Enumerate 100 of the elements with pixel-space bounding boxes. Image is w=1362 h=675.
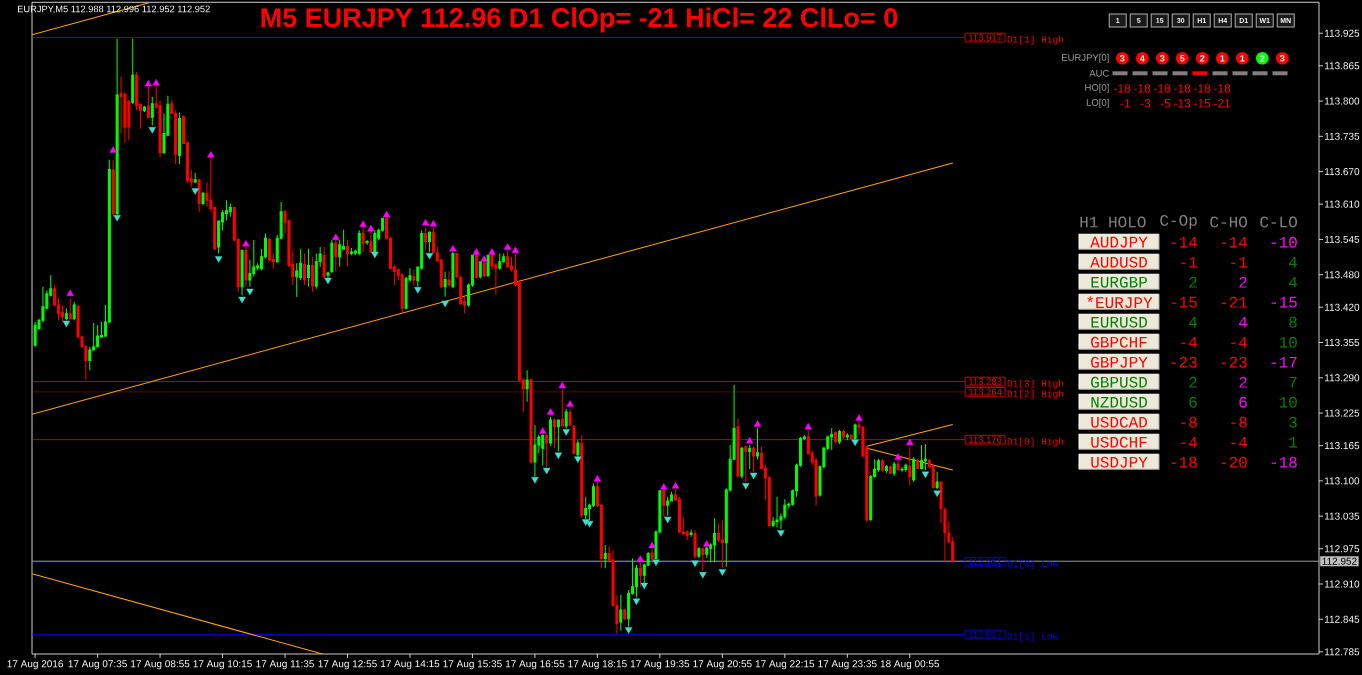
y-tick-label: 113.670	[1324, 168, 1360, 176]
data-label: -23	[1171, 356, 1197, 368]
category-label: NZDUSD	[1091, 396, 1147, 408]
data-label: 1	[1289, 436, 1298, 448]
y-tick-label: 113.480	[1324, 271, 1360, 279]
data-label: 2	[1260, 55, 1265, 62]
data-label: -4	[1231, 336, 1247, 348]
data-label: 8	[1289, 316, 1297, 328]
annotation: 112.817	[969, 631, 1002, 638]
data-label: -18	[1134, 84, 1151, 93]
x-tick-label: 17 Aug 20:55	[693, 660, 752, 670]
data-label: 2	[1239, 376, 1247, 388]
ref-line-label: D1[1] Low	[1007, 632, 1059, 642]
x-tick-label: 17 Aug 2016	[7, 660, 64, 670]
data-label: -4	[1231, 436, 1247, 448]
data-label: -18	[1114, 84, 1131, 93]
y-tick-label: 113.290	[1324, 374, 1360, 382]
y-tick-label: 112.975	[1324, 545, 1360, 553]
ref-line-label: D1[0] High	[1007, 437, 1064, 447]
data-label: 6	[1239, 396, 1247, 408]
category-label: USDJPY	[1091, 456, 1148, 468]
data-label: -8	[1181, 416, 1197, 428]
y-tick-label: 113.355	[1324, 338, 1360, 347]
data-label: -18	[1194, 84, 1211, 93]
y-tick-label: 112.785	[1324, 648, 1360, 656]
annotation: 113.917	[969, 34, 1002, 41]
category-label: *EURJPY	[1087, 296, 1153, 309]
data-label: -15	[1171, 296, 1197, 308]
data-label: 3	[1280, 55, 1285, 62]
category-label: USDCAD	[1091, 416, 1147, 428]
x-tick-label: 18 Aug 00:55	[880, 660, 940, 670]
data-label: -17	[1271, 356, 1297, 368]
annotation: 112.951	[969, 558, 1002, 566]
ref-line-label: D1[0] Low	[1007, 559, 1059, 569]
y-tick-label: 113.800	[1324, 97, 1360, 105]
y-tick-label: 113.100	[1324, 477, 1360, 485]
data-label: -15	[1194, 99, 1211, 108]
category-label: GBPJPY	[1091, 356, 1148, 368]
ref-line-label: D1[2] High	[1007, 389, 1064, 399]
category-label: EURGBP	[1091, 276, 1147, 288]
data-label: -8	[1231, 416, 1247, 428]
data-label: 10	[1279, 396, 1297, 408]
data-label: -18	[1214, 84, 1231, 93]
series-label: EURJPY[0]	[1062, 53, 1109, 63]
category-label: USDCHF	[1091, 436, 1147, 448]
annotation: 113.264	[969, 388, 1002, 396]
data-label: 2	[1200, 55, 1205, 62]
y-tick-label: 113.225	[1324, 409, 1360, 417]
ref-line-label: D1[3] High	[1007, 379, 1064, 389]
data-label: -14	[1171, 236, 1197, 248]
data-label: -4	[1181, 436, 1197, 448]
ref-line-label: D1[1] High	[1007, 35, 1064, 45]
data-label: -10	[1271, 236, 1297, 248]
text: C-Op	[1160, 214, 1197, 230]
x-tick-label: 17 Aug 23:35	[818, 660, 877, 670]
data-label: 3	[1160, 55, 1165, 62]
x-tick-label: 17 Aug 22:15	[755, 660, 815, 670]
category-label: GBPCHF	[1091, 336, 1147, 348]
x-tick-label: 17 Aug 18:15	[568, 660, 627, 670]
y-tick-label: 113.865	[1324, 62, 1360, 70]
data-label: 4	[1239, 316, 1247, 328]
data-label: 4	[1289, 256, 1297, 268]
x-tick-label: 17 Aug 07:35	[68, 660, 127, 670]
data-label: -1	[1231, 256, 1248, 268]
data-label: -23	[1221, 356, 1247, 368]
text: C-HO	[1210, 216, 1248, 228]
text: H1 HOLO	[1080, 216, 1146, 228]
text: LO[0]	[1086, 98, 1109, 108]
category-label: AUDUSD	[1090, 256, 1147, 268]
data-label: 7	[1289, 376, 1297, 388]
y-tick-label: 113.420	[1324, 303, 1360, 311]
y-tick-label: 113.165	[1324, 442, 1360, 450]
data-label: -5	[1160, 99, 1171, 108]
x-tick-label: 17 Aug 19:35	[630, 660, 690, 670]
data-label: -18	[1171, 456, 1197, 468]
data-label: 4	[1189, 316, 1197, 328]
category-label: GBPUSD	[1091, 376, 1147, 388]
y-tick-label: 113.035	[1324, 512, 1360, 520]
data-label: 10	[1279, 336, 1297, 348]
y-tick-label: 113.925	[1324, 29, 1360, 37]
x-tick-label: 17 Aug 11:35	[256, 660, 314, 670]
data-label: -3	[1140, 99, 1151, 108]
data-label: -20	[1221, 456, 1247, 468]
data-label: -15	[1271, 296, 1297, 308]
y-tick-label: 113.610	[1324, 200, 1360, 208]
data-label: 3	[1289, 416, 1297, 428]
y-tick-label: 112.845	[1324, 615, 1360, 623]
y-tick-label: 112.910	[1324, 580, 1360, 588]
data-label: -21	[1214, 99, 1231, 108]
data-label: 3	[1120, 55, 1125, 62]
x-tick-label: 17 Aug 12:55	[318, 660, 377, 670]
data-label: 2	[1239, 276, 1247, 288]
text: 112.952	[1322, 557, 1357, 565]
data-label: -4	[1181, 336, 1197, 348]
data-label: -18	[1154, 84, 1171, 93]
data-label: 4	[1289, 276, 1297, 288]
annotation: 113.283	[969, 378, 1002, 385]
y-tick-label: 113.545	[1324, 235, 1360, 243]
data-label: -1	[1181, 256, 1198, 268]
data-label: -21	[1221, 296, 1248, 308]
